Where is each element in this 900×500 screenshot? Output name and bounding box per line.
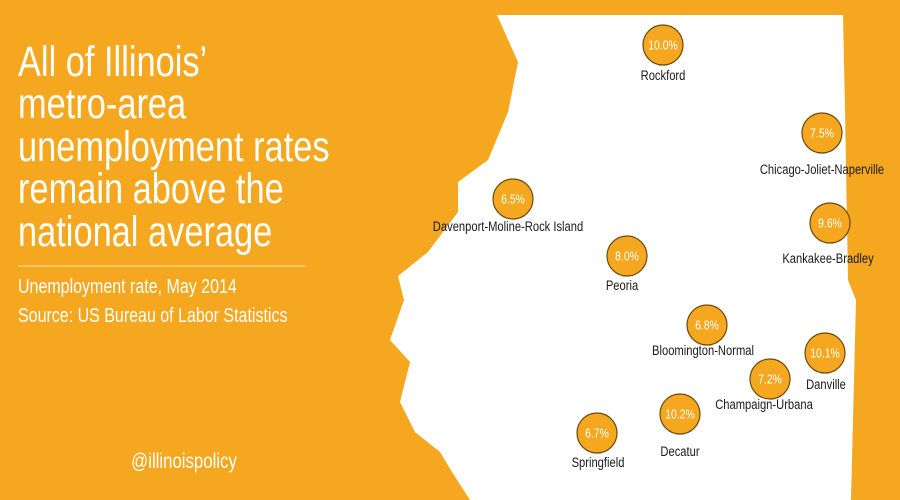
city-name: Decatur	[660, 444, 699, 459]
subtitle: Unemployment rate, May 2014	[18, 275, 237, 297]
handle: @illinoispolicy	[131, 450, 237, 473]
city-name: Davenport-Moline-Rock Island	[433, 219, 583, 234]
city-rate: 8.0%	[615, 249, 639, 263]
city-marker	[686, 304, 728, 346]
city-name: Springfield	[572, 455, 625, 470]
city-rate: 9.6%	[818, 216, 842, 230]
title-line: All of Illinois’	[18, 38, 207, 85]
city-rate: 6.8%	[695, 318, 719, 332]
city-name: Champaign-Urbana	[715, 397, 813, 412]
city-marker	[809, 202, 851, 244]
title-line: metro-area	[18, 80, 186, 127]
city-rate: 7.2%	[758, 372, 782, 386]
cities: 10.0% Rockford 7.5% Chicago-Joliet-Napervil…	[433, 24, 884, 470]
city-marker	[492, 178, 534, 220]
city-name: Peoria	[606, 278, 639, 293]
city-marker	[804, 332, 846, 374]
source: Source: US Bureau of Labor Statistics	[18, 304, 287, 326]
city-rate: 10.2%	[665, 407, 695, 421]
city-rate: 6.7%	[585, 426, 609, 440]
city-name: Danville	[806, 377, 846, 392]
city-rate: 10.1%	[810, 346, 840, 360]
city-marker	[659, 393, 701, 435]
title-line: national average	[18, 208, 272, 255]
city-marker	[576, 412, 618, 454]
city-rate: 7.5%	[810, 126, 834, 140]
city-name: Bloomington-Normal	[652, 343, 754, 358]
city-rate: 10.0%	[648, 38, 678, 52]
city-name: Rockford	[641, 68, 686, 83]
title-line: unemployment rates	[18, 123, 330, 170]
city-marker	[642, 24, 684, 66]
city-marker	[749, 358, 791, 400]
city-marker	[801, 112, 843, 154]
city-rate: 6.5%	[501, 192, 525, 206]
city-name: Chicago-Joliet-Naperville	[760, 162, 884, 177]
city-marker	[606, 235, 648, 277]
title-line: remain above the	[18, 165, 284, 212]
city-name: Kankakee-Bradley	[782, 251, 874, 266]
